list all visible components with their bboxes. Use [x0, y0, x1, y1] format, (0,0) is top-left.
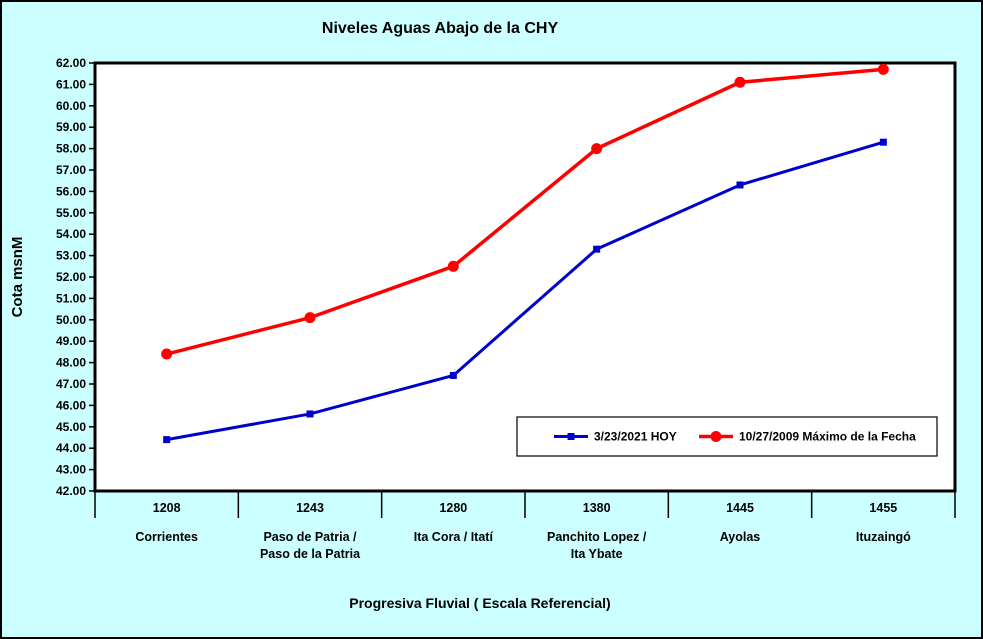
x-tick-km-label: 1280 — [439, 501, 467, 515]
data-point-series-0 — [449, 371, 457, 379]
x-axis-title: Progresiva Fluvial ( Escala Referencial) — [349, 595, 610, 611]
x-tick-name-label: Ayolas — [720, 530, 761, 544]
x-tick-km-label: 1208 — [153, 501, 181, 515]
y-tick-label: 46.00 — [56, 398, 86, 412]
legend-label-0: 3/23/2021 HOY — [594, 430, 677, 444]
x-tick-name-label: Panchito Lopez / — [547, 530, 647, 544]
x-tick-name-label: Corrientes — [135, 530, 198, 544]
y-tick-label: 42.00 — [56, 484, 86, 498]
x-tick-name-label: Paso de la Patria — [260, 547, 361, 561]
x-tick-km-label: 1455 — [869, 501, 897, 515]
data-point-series-1 — [734, 76, 746, 88]
y-tick-label: 49.00 — [56, 334, 86, 348]
y-axis-title: Cota msnM — [9, 237, 26, 318]
plot-layer: 42.00 43.00 44.00 45.00 46.00 47.00 48.00 49.00… — [56, 56, 957, 561]
data-point-series-0 — [163, 436, 171, 444]
y-tick-label: 44.00 — [56, 441, 86, 455]
y-tick-label: 47.00 — [56, 377, 86, 391]
y-tick-label: 54.00 — [56, 227, 86, 241]
data-point-series-1 — [447, 260, 459, 272]
y-tick-label: 50.00 — [56, 313, 86, 327]
y-tick-label: 56.00 — [56, 184, 86, 198]
data-point-series-0 — [593, 245, 601, 253]
data-point-series-1 — [877, 63, 889, 75]
x-tick-km-label: 1380 — [583, 501, 611, 515]
legend-marker-0 — [567, 433, 575, 440]
y-tick-label: 51.00 — [56, 291, 86, 305]
x-tick-name-label: Paso de Patria / — [263, 530, 357, 544]
y-tick-label: 59.00 — [56, 120, 86, 134]
x-tick-km-label: 1445 — [726, 501, 754, 515]
legend-label-1: 10/27/2009 Máximo de la Fecha — [739, 430, 916, 444]
series-line-1 — [166, 67, 884, 356]
y-tick-label: 45.00 — [56, 420, 86, 434]
x-tick-name-label: Ita Cora / Itatí — [414, 530, 494, 544]
chart-title: Niveles Aguas Abajo de la CHY — [322, 20, 559, 37]
y-tick-label: 61.00 — [56, 77, 86, 91]
y-tick-label: 53.00 — [56, 249, 86, 263]
y-tick-label: 58.00 — [56, 142, 86, 156]
y-tick-label: 43.00 — [56, 463, 86, 477]
x-tick-name-label: Ita Ybate — [571, 547, 623, 561]
data-point-series-1 — [304, 312, 316, 324]
y-tick-label: 62.00 — [56, 56, 86, 70]
y-tick-label: 52.00 — [56, 270, 86, 284]
x-tick-km-label: 1243 — [296, 501, 324, 515]
x-tick-name-label: Ituzaingó — [856, 530, 911, 544]
data-point-series-1 — [591, 143, 603, 155]
data-point-series-1 — [161, 348, 173, 360]
y-tick-label: 55.00 — [56, 206, 86, 220]
y-tick-label: 57.00 — [56, 163, 86, 177]
legend-marker-1 — [710, 431, 722, 442]
y-tick-label: 48.00 — [56, 356, 86, 370]
data-point-series-0 — [879, 138, 887, 146]
data-point-series-0 — [306, 410, 314, 418]
series-line-0 — [166, 140, 884, 442]
data-point-series-0 — [736, 181, 744, 189]
y-tick-label: 60.00 — [56, 99, 86, 113]
